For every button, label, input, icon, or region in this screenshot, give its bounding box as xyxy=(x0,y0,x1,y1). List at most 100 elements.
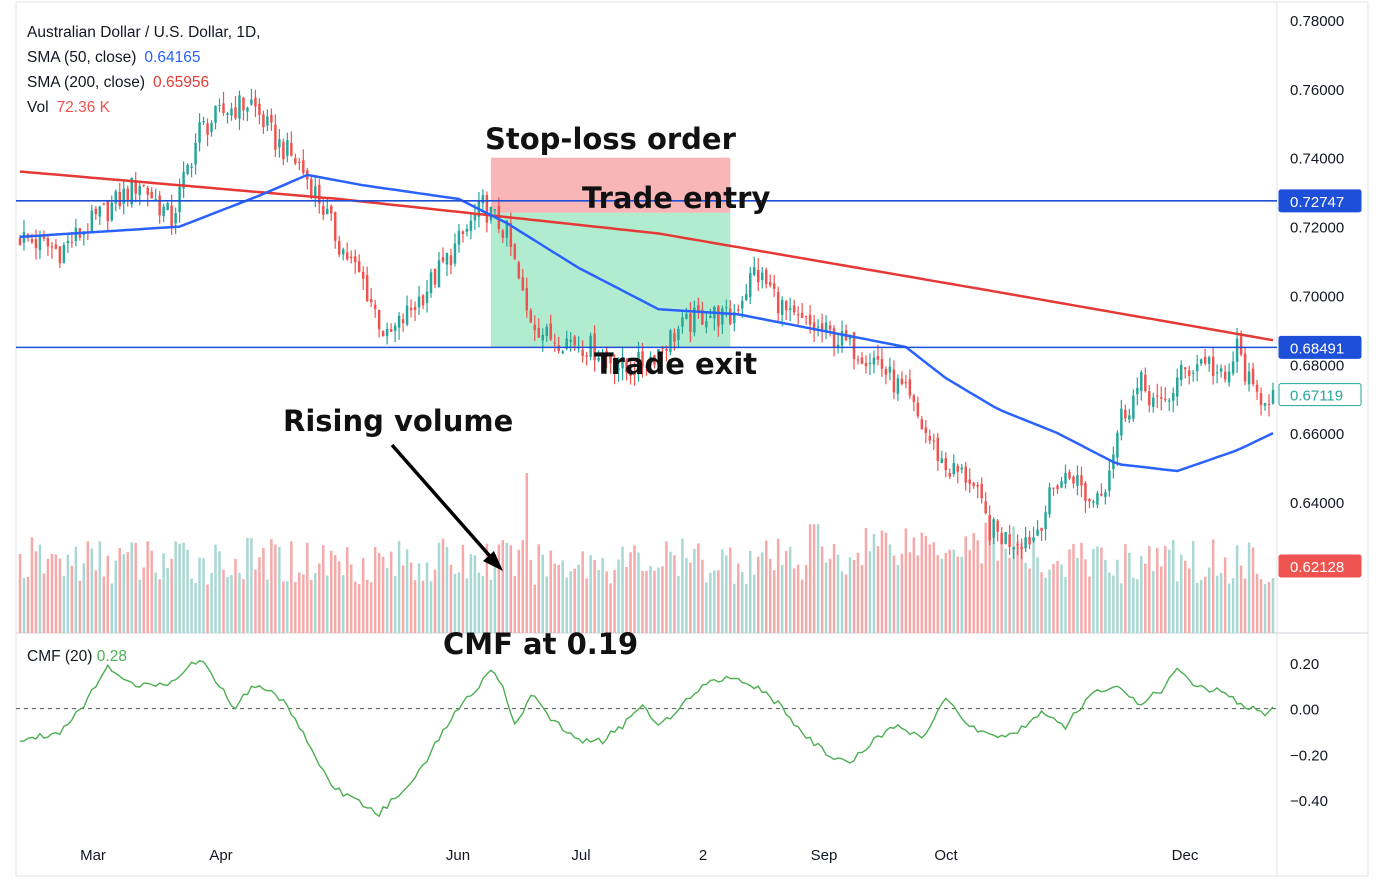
sma50-value: 0.64165 xyxy=(144,49,201,66)
candle-body xyxy=(373,304,377,309)
candle-body xyxy=(1175,377,1179,397)
candle-body xyxy=(1215,372,1219,374)
volume-bar xyxy=(665,541,668,633)
volume-bar xyxy=(186,549,189,633)
volume-bar xyxy=(1044,577,1047,633)
candle-body xyxy=(653,355,656,365)
volume-bar xyxy=(202,558,205,633)
candle-body xyxy=(182,172,185,189)
volume-bar xyxy=(453,574,457,633)
volume-bar xyxy=(725,555,728,633)
volume-bar xyxy=(78,580,82,633)
volume-bar xyxy=(294,582,297,633)
candle-body xyxy=(401,319,405,324)
volume-bar xyxy=(637,552,640,633)
candle-body xyxy=(270,114,273,123)
candle-body xyxy=(230,108,233,116)
candle-body xyxy=(960,467,963,470)
candle-body xyxy=(1187,370,1191,376)
candle-body xyxy=(1052,487,1055,489)
volume-bar xyxy=(46,558,50,633)
candle-body xyxy=(800,312,804,318)
cmf-label: CMF (20) xyxy=(27,648,93,665)
volume-bar xyxy=(513,575,517,633)
volume-bar xyxy=(318,563,321,633)
candle-body xyxy=(928,436,932,441)
candle-body xyxy=(1032,537,1035,542)
candle-body xyxy=(1108,470,1111,491)
candle-body xyxy=(685,313,688,319)
candle-body xyxy=(737,309,740,311)
volume-bar xyxy=(1000,538,1003,633)
volume-bar xyxy=(681,538,684,633)
volume-bar xyxy=(190,578,193,633)
candle-body xyxy=(709,315,712,318)
candle-body xyxy=(517,262,521,279)
volume-bar xyxy=(222,569,225,633)
volume-bar xyxy=(832,544,836,633)
volume-bar xyxy=(697,543,700,633)
candle-body xyxy=(1128,415,1131,420)
rising-volume-annotation: Rising volume xyxy=(283,404,514,438)
chart-legend: Australian Dollar / U.S. Dollar, 1D, SMA… xyxy=(27,20,260,120)
candle-body xyxy=(637,351,640,374)
candle-body xyxy=(437,260,441,288)
candle-body xyxy=(461,231,465,235)
candle-body xyxy=(341,249,345,255)
candle-body xyxy=(772,283,776,289)
volume-bar xyxy=(1124,544,1127,633)
volume-bar xyxy=(74,546,78,633)
volume-bar xyxy=(581,551,584,633)
candle-body xyxy=(908,379,912,396)
volume-bar xyxy=(230,574,233,633)
volume-bar xyxy=(1056,561,1059,633)
candle-body xyxy=(18,238,22,246)
price-axis-label: 0.68491 xyxy=(1290,340,1344,357)
candle-body xyxy=(545,326,548,336)
vol-label: Vol xyxy=(27,99,49,116)
volume-bar xyxy=(425,562,429,633)
volume-bar xyxy=(1164,545,1167,633)
candle-body xyxy=(154,198,157,200)
candle-body xyxy=(1243,353,1247,382)
volume-bar xyxy=(557,565,560,633)
volume-bar xyxy=(234,559,237,633)
candle-body xyxy=(753,267,756,275)
candle-body xyxy=(788,308,792,310)
candle-body xyxy=(992,519,995,538)
volume-bar xyxy=(290,541,293,633)
volume-bar xyxy=(721,549,724,633)
cmf-legend: CMF (20) 0.28 xyxy=(27,648,127,666)
candle-body xyxy=(469,220,473,231)
volume-bar xyxy=(345,547,349,633)
candle-body xyxy=(860,357,864,364)
candle-body xyxy=(900,378,904,385)
volume-bar xyxy=(66,554,70,633)
volume-bar xyxy=(844,574,848,633)
candle-body xyxy=(345,252,349,260)
legend-sma50: SMA (50, close) 0.64165 xyxy=(27,45,260,70)
volume-bar xyxy=(441,538,445,633)
volume-bar xyxy=(457,572,461,633)
volume-bar xyxy=(122,554,125,633)
volume-bar xyxy=(804,564,808,633)
volume-bar xyxy=(341,575,345,633)
volume-bar xyxy=(964,536,967,633)
price-axis-label-bg xyxy=(1278,335,1362,359)
candle-body xyxy=(884,369,888,375)
volume-bar xyxy=(146,541,149,633)
volume-bar xyxy=(1040,572,1043,633)
candle-body xyxy=(302,160,305,173)
candle-body xyxy=(749,273,752,298)
candle-body xyxy=(34,239,38,249)
vol-value: 72.36 K xyxy=(56,99,110,116)
volume-bar xyxy=(393,575,397,633)
volume-bar xyxy=(90,548,94,633)
volume-bar xyxy=(549,550,552,633)
volume-bar xyxy=(1168,549,1171,633)
price-tick-label: 0.74000 xyxy=(1290,151,1344,168)
volume-bar xyxy=(337,561,341,633)
volume-bar xyxy=(266,579,269,633)
volume-bar xyxy=(916,555,920,633)
candle-body xyxy=(864,363,868,367)
